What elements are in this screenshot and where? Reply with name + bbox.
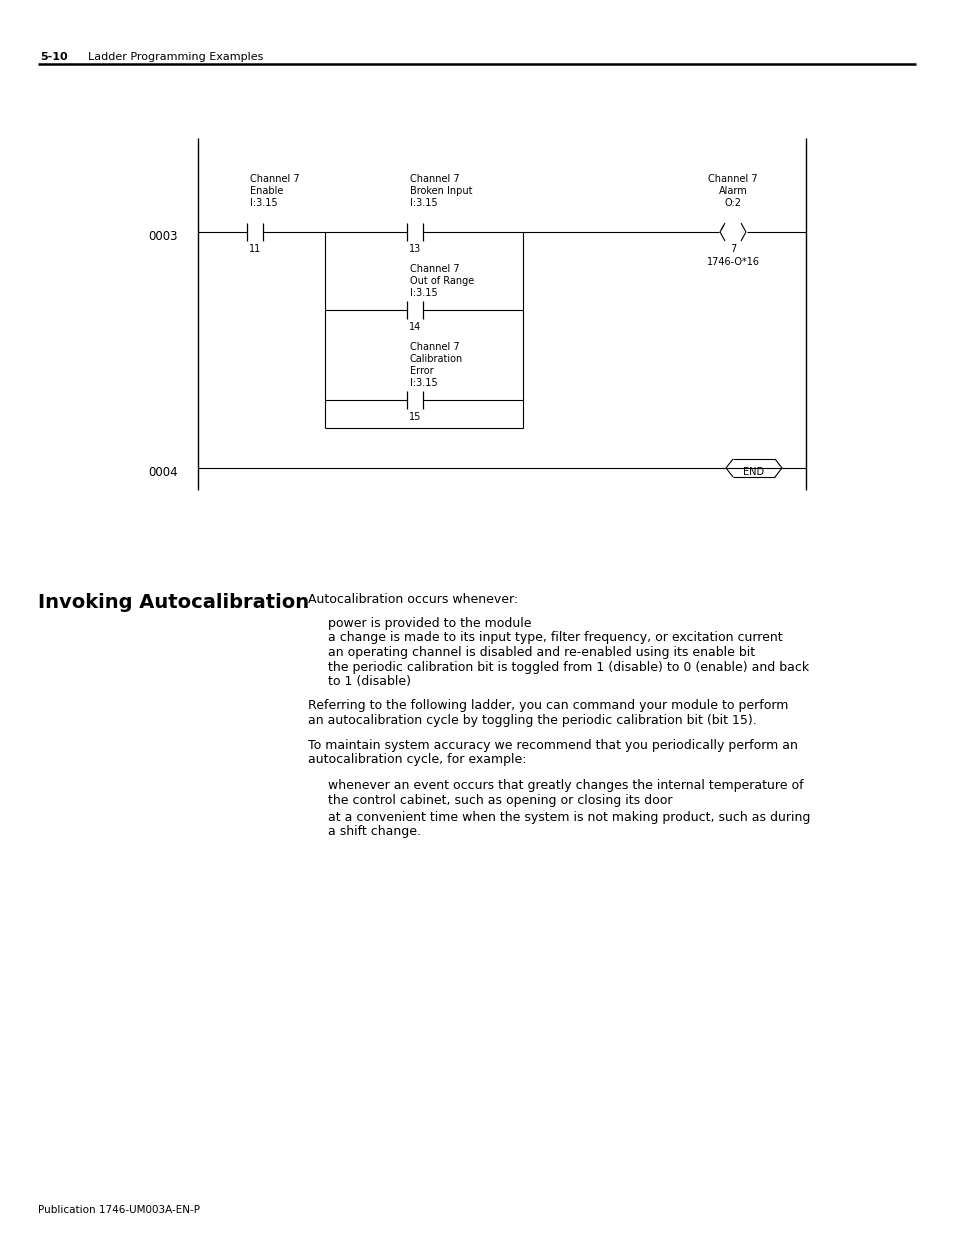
Text: O:2: O:2	[723, 198, 740, 207]
Text: 1746-O*16: 1746-O*16	[706, 257, 759, 267]
Text: Referring to the following ladder, you can command your module to perform: Referring to the following ladder, you c…	[308, 699, 787, 713]
Text: 7: 7	[729, 245, 736, 254]
Text: Invoking Autocalibration: Invoking Autocalibration	[38, 593, 309, 613]
Text: an operating channel is disabled and re-enabled using its enable bit: an operating channel is disabled and re-…	[328, 646, 755, 659]
Text: to 1 (disable): to 1 (disable)	[328, 676, 411, 688]
Text: To maintain system accuracy we recommend that you periodically perform an: To maintain system accuracy we recommend…	[308, 739, 797, 752]
Text: Channel 7: Channel 7	[410, 264, 459, 274]
Text: Calibration: Calibration	[410, 354, 463, 364]
Text: the control cabinet, such as opening or closing its door: the control cabinet, such as opening or …	[328, 794, 672, 806]
Text: power is provided to the module: power is provided to the module	[328, 618, 531, 630]
Text: Alarm: Alarm	[718, 186, 746, 196]
Text: I:3.15: I:3.15	[250, 198, 277, 207]
Text: the periodic calibration bit is toggled from 1 (disable) to 0 (enable) and back: the periodic calibration bit is toggled …	[328, 661, 808, 673]
Text: I:3.15: I:3.15	[410, 378, 437, 388]
Text: Error: Error	[410, 366, 434, 375]
Text: a change is made to its input type, filter frequency, or excitation current: a change is made to its input type, filt…	[328, 631, 781, 645]
Text: 0003: 0003	[148, 230, 177, 242]
Text: Channel 7: Channel 7	[250, 174, 299, 184]
Text: 11: 11	[249, 245, 261, 254]
Text: Channel 7: Channel 7	[707, 174, 757, 184]
Text: a shift change.: a shift change.	[328, 825, 420, 839]
Text: I:3.15: I:3.15	[410, 198, 437, 207]
Text: Enable: Enable	[250, 186, 283, 196]
Text: END: END	[742, 467, 763, 477]
Text: 0004: 0004	[148, 466, 177, 478]
Text: Ladder Programming Examples: Ladder Programming Examples	[88, 52, 263, 62]
Text: 15: 15	[409, 412, 420, 422]
Text: at a convenient time when the system is not making product, such as during: at a convenient time when the system is …	[328, 810, 809, 824]
Text: an autocalibration cycle by toggling the periodic calibration bit (bit 15).: an autocalibration cycle by toggling the…	[308, 714, 756, 727]
Text: Out of Range: Out of Range	[410, 275, 474, 287]
Text: Autocalibration occurs whenever:: Autocalibration occurs whenever:	[308, 593, 517, 606]
Text: Broken Input: Broken Input	[410, 186, 472, 196]
Text: Channel 7: Channel 7	[410, 342, 459, 352]
Text: Publication 1746-UM003A-EN-P: Publication 1746-UM003A-EN-P	[38, 1205, 200, 1215]
Text: Channel 7: Channel 7	[410, 174, 459, 184]
Text: 5-10: 5-10	[40, 52, 68, 62]
Text: I:3.15: I:3.15	[410, 288, 437, 298]
Text: whenever an event occurs that greatly changes the internal temperature of: whenever an event occurs that greatly ch…	[328, 779, 802, 793]
Text: 14: 14	[409, 322, 420, 332]
Text: 13: 13	[409, 245, 420, 254]
Text: autocalibration cycle, for example:: autocalibration cycle, for example:	[308, 753, 526, 766]
